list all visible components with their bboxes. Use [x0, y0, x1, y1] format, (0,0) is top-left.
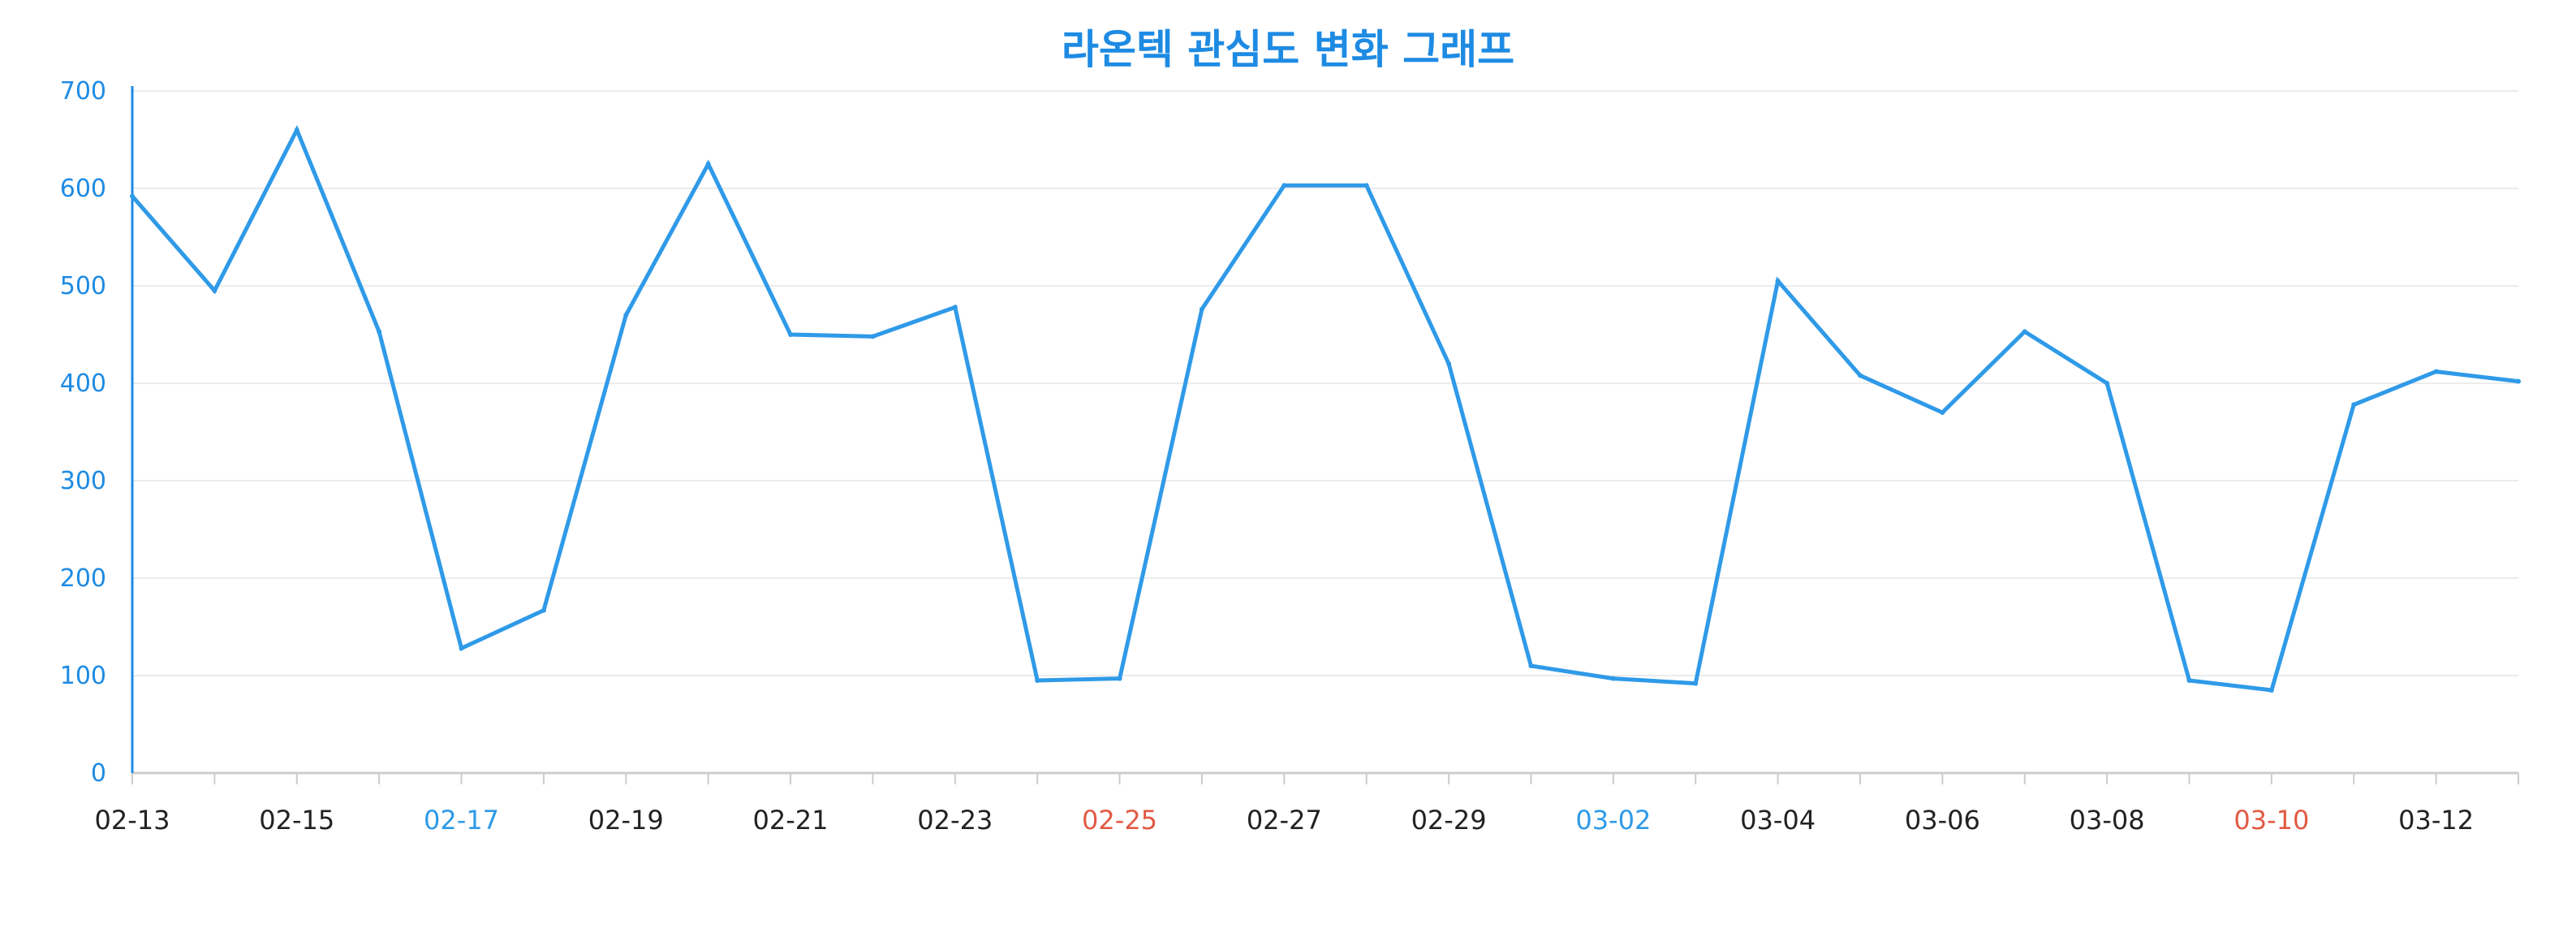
series-line-0: [131, 125, 2519, 693]
data-point-03-01: [1528, 663, 1534, 668]
x-tick-label-03-08: 03-08: [2070, 805, 2145, 836]
x-tick-label-02-29: 02-29: [1411, 805, 1487, 836]
x-tick-label-03-04: 03-04: [1740, 805, 1816, 836]
x-tick-label-03-10: 03-10: [2234, 805, 2309, 836]
data-point-02-14: [212, 288, 218, 293]
x-tick-label-02-25: 02-25: [1082, 805, 1157, 836]
data-point-03-05: [1857, 373, 1863, 378]
x-tick-label-02-27: 02-27: [1247, 805, 1322, 836]
data-point-03-06: [1940, 410, 1945, 415]
data-point-02-27: [1282, 183, 1287, 188]
data-point-02-13: [130, 193, 135, 199]
data-point-03-03: [1693, 680, 1699, 686]
data-point-02-15: [294, 127, 299, 132]
x-tick-label-03-12: 03-12: [2398, 805, 2474, 836]
x-tick-label-02-13: 02-13: [95, 805, 170, 836]
x-axis-ticks: 02-13 02-15 02-17 02-19 02-21 02-23 02-25 02-27…: [95, 773, 2519, 836]
x-tick-label-02-17: 02-17: [424, 805, 499, 836]
y-axis-ticks: 0 100 200 300 400 500 600 700: [60, 77, 106, 788]
x-tick-label-02-23: 02-23: [917, 805, 993, 836]
axes: [131, 86, 2518, 775]
y-tick-label-200: 200: [60, 564, 106, 593]
data-point-02-21: [788, 332, 794, 337]
data-point-03-13: [2516, 378, 2521, 384]
data-point-02-28: [1363, 183, 1369, 188]
data-point-02-25: [1117, 676, 1122, 681]
data-point-03-08: [2104, 381, 2110, 386]
y-tick-label-600: 600: [60, 175, 106, 203]
data-point-03-10: [2268, 688, 2274, 693]
y-tick-label-400: 400: [60, 369, 106, 398]
x-tick-label-03-06: 03-06: [1905, 805, 1980, 836]
data-point-02-18: [541, 607, 546, 613]
data-point-03-11: [2351, 402, 2357, 408]
grid-lines: [132, 90, 2518, 676]
series-group: [130, 125, 2521, 693]
data-point-03-07: [2022, 329, 2027, 335]
x-tick-label-02-19: 02-19: [588, 805, 664, 836]
data-point-03-04: [1775, 279, 1781, 283]
data-point-02-24: [1035, 678, 1040, 683]
y-tick-label-700: 700: [60, 77, 106, 106]
data-point-02-16: [377, 329, 382, 335]
x-tick-label-02-21: 02-21: [753, 805, 829, 836]
y-tick-label-500: 500: [60, 272, 106, 300]
chart-title: 라온텍 관심도 변화 그래프: [1062, 26, 1514, 73]
y-tick-label-100: 100: [60, 662, 106, 690]
data-point-02-17: [459, 646, 464, 651]
x-tick-label-02-15: 02-15: [259, 805, 334, 836]
data-point-02-19: [623, 313, 629, 317]
data-point-02-20: [705, 162, 711, 166]
y-tick-label-0: 0: [91, 759, 106, 788]
data-point-02-23: [952, 305, 958, 310]
data-point-02-26: [1199, 306, 1204, 312]
x-tick-label-03-02: 03-02: [1575, 805, 1651, 836]
data-point-03-02: [1610, 676, 1616, 681]
y-tick-label-300: 300: [60, 467, 106, 495]
data-point-02-29: [1446, 361, 1452, 366]
data-point-03-09: [2186, 678, 2192, 683]
data-point-03-12: [2433, 369, 2439, 374]
data-point-02-22: [870, 334, 876, 339]
